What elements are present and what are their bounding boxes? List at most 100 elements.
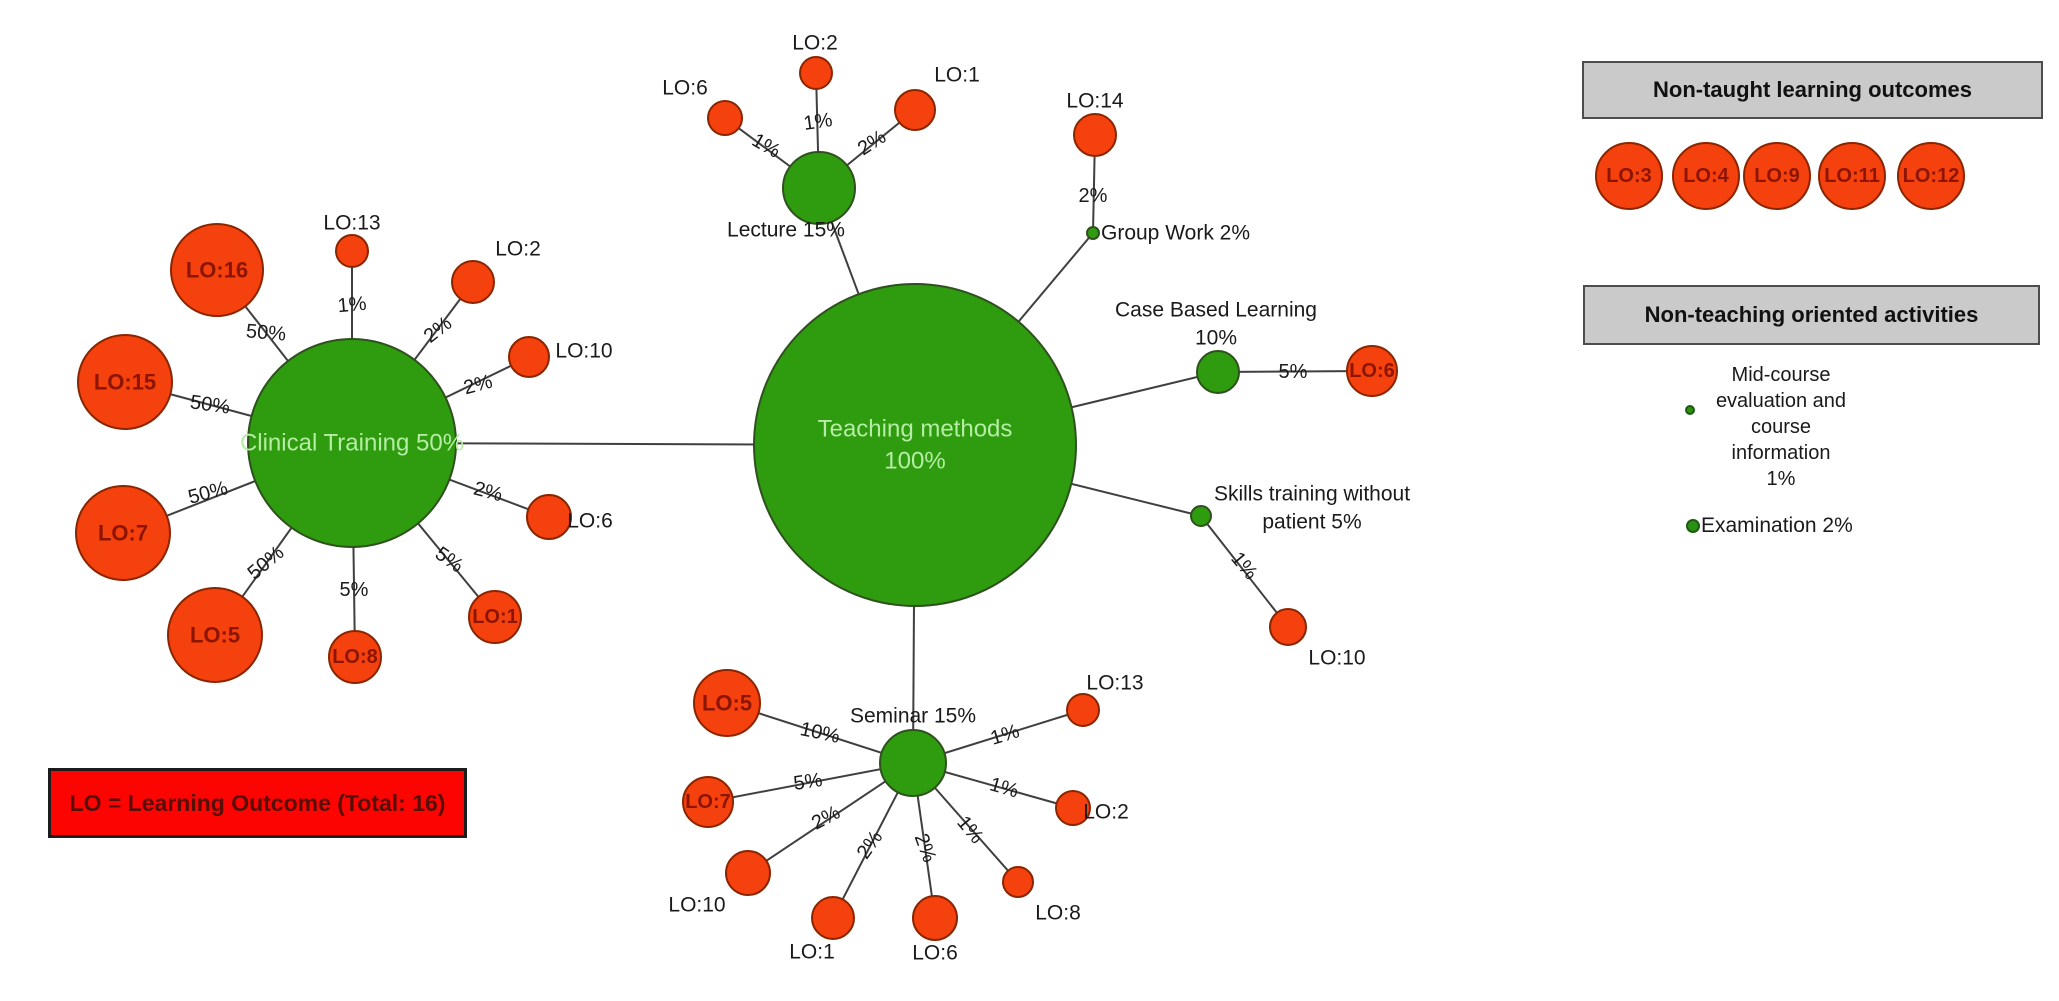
outcome-node-seminar-lo8 [1002, 866, 1034, 898]
outcome-label-lecture-lo6: LO:6 [662, 77, 708, 100]
method-label-group_work: Group Work 2% [1101, 222, 1250, 245]
outcome-label-seminar-lo1: LO:1 [789, 941, 835, 964]
outcome-node-clinical-lo7 [75, 485, 171, 581]
outcome-node-seminar-lo10 [725, 850, 771, 896]
edge-pct-label-clinical-lo8: 5% [340, 579, 369, 601]
non-taught-outcome-lo4: LO:4 [1672, 142, 1740, 210]
outcome-node-seminar-lo5 [693, 669, 761, 737]
outcome-label-seminar-lo7: LO:7 [685, 791, 731, 813]
midcourse-node-dot [1685, 405, 1695, 415]
outcome-label-clinical-lo15: LO:15 [94, 370, 156, 395]
non-taught-outcome-lo12: LO:12 [1897, 142, 1965, 210]
legend-box: LO = Learning Outcome (Total: 16) [48, 768, 467, 838]
outcome-node-case_based-lo6 [1346, 345, 1398, 397]
outcome-node-clinical-lo10 [508, 336, 550, 378]
outcome-label-seminar-lo5: LO:5 [702, 691, 752, 716]
outcome-node-seminar-lo2 [1055, 790, 1091, 826]
outcome-node-clinical-lo13 [335, 234, 369, 268]
outcome-node-seminar-lo6 [912, 895, 958, 941]
method-label-teaching-1: 100% [884, 448, 945, 475]
outcome-label-clinical-lo6: LO:6 [567, 510, 613, 533]
outcome-label-seminar-lo13: LO:13 [1086, 672, 1143, 695]
method-node-teaching [753, 283, 1077, 607]
edge-pct-label-group_work-lo14: 2% [1079, 185, 1108, 207]
non-taught-outcome-lo3: LO:3 [1595, 142, 1663, 210]
midcourse-line-3: course information [1731, 416, 1831, 464]
edge-pct-label-seminar-lo13: 1% [988, 720, 1022, 750]
non-teaching-header-label: Non-teaching oriented activities [1644, 302, 1979, 327]
lo9-label: LO:9 [1754, 164, 1800, 187]
method-label-skills-0: Skills training without [1214, 483, 1410, 506]
midcourse-line-2: evaluation and [1715, 390, 1847, 412]
outcome-label-seminar-lo8: LO:8 [1035, 902, 1081, 925]
outcome-label-skills-lo10: LO:10 [1308, 647, 1365, 670]
method-label-lecture-0: Lecture 15% [727, 219, 845, 242]
edge-pct-label-seminar-lo5: 10% [798, 718, 842, 748]
method-node-seminar [879, 729, 947, 797]
examination-node-dot [1686, 519, 1700, 533]
outcome-label-clinical-lo7: LO:7 [98, 521, 148, 546]
edge-pct-label-clinical-lo1: 5% [431, 543, 467, 578]
outcome-label-clinical-lo13: LO:13 [323, 212, 380, 235]
method-label-seminar-0: Seminar 15% [850, 705, 976, 728]
outcome-label-case_based-lo6: LO:6 [1349, 360, 1395, 382]
outcome-label-clinical-lo10: LO:10 [555, 340, 612, 363]
outcome-label-seminar-lo2: LO:2 [1083, 801, 1129, 824]
edge-pct-label-clinical-lo7: 50% [186, 477, 231, 509]
edge-pct-label-seminar-lo2: 1% [987, 773, 1021, 802]
outcome-node-seminar-lo7 [682, 776, 734, 828]
method-label-clinical-0: Clinical Training 50% [240, 430, 464, 457]
method-label-teaching-0: Teaching methods [818, 416, 1013, 443]
outcome-node-lecture-lo1 [894, 89, 936, 131]
outcome-node-clinical-lo2 [451, 260, 495, 304]
method-node-clinical [247, 338, 457, 548]
midcourse-line-1: Mid-course [1731, 364, 1831, 386]
outcome-node-skills-lo10 [1269, 608, 1307, 646]
outcome-label-lecture-lo1: LO:1 [934, 64, 980, 87]
method-label-case_based-1: 10% [1195, 327, 1237, 350]
method-node-lecture [782, 151, 856, 225]
edge-pct-label-case_based-lo6: 5% [1279, 361, 1308, 383]
outcome-node-lecture-lo2 [799, 56, 833, 90]
outcome-label-clinical-lo2: LO:2 [495, 238, 541, 261]
edge-pct-label-skills-lo10: 1% [1226, 548, 1262, 584]
edge-pct-label-clinical-lo2: 2% [420, 312, 456, 347]
midcourse-label: Mid-course evaluation and course informa… [1701, 362, 1861, 492]
method-label-case_based-0: Case Based Learning [1115, 299, 1317, 322]
method-node-case_based [1196, 350, 1240, 394]
outcome-node-group_work-lo14 [1073, 113, 1117, 157]
examination-label: Examination 2% [1701, 514, 1853, 537]
method-node-skills [1190, 505, 1212, 527]
non-teaching-header: Non-teaching oriented activities [1583, 285, 2040, 345]
edge-seminar-lo7 [707, 762, 914, 803]
edge-pct-label-seminar-lo1: 2% [853, 827, 888, 863]
lo3-label: LO:3 [1606, 164, 1652, 187]
edge-pct-label-seminar-lo6: 2% [910, 831, 941, 866]
edge-pct-label-clinical-lo10: 2% [461, 371, 495, 400]
outcome-label-clinical-lo8: LO:8 [332, 646, 378, 668]
method-label-skills-1: patient 5% [1262, 511, 1361, 534]
non-taught-header-label: Non-taught learning outcomes [1653, 77, 1972, 102]
outcome-node-seminar-lo1 [811, 896, 855, 940]
outcome-node-clinical-lo5 [167, 587, 263, 683]
outcome-label-clinical-lo5: LO:5 [190, 623, 240, 648]
edge-pct-label-clinical-lo16: 50% [245, 320, 287, 345]
legend-label: LO = Learning Outcome (Total: 16) [69, 789, 446, 816]
edge-pct-label-clinical-lo6: 2% [471, 478, 505, 507]
outcome-node-clinical-lo6 [526, 494, 572, 540]
outcome-label-lecture-lo2: LO:2 [792, 32, 838, 55]
outcome-label-group_work-lo14: LO:14 [1066, 90, 1124, 113]
edge-pct-label-lecture-lo2: 1% [802, 109, 834, 135]
method-node-group_work [1086, 226, 1100, 240]
edge-pct-label-clinical-lo13: 1% [337, 293, 368, 317]
outcome-label-seminar-lo6: LO:6 [912, 942, 958, 965]
outcome-node-seminar-lo13 [1066, 693, 1100, 727]
edge-skills-lo10 [1200, 515, 1289, 628]
lo11-label: LO:11 [1824, 164, 1880, 187]
outcome-label-clinical-lo16: LO:16 [186, 258, 248, 283]
outcome-node-clinical-lo16 [170, 223, 264, 317]
outcome-label-clinical-lo1: LO:1 [472, 606, 518, 628]
edge-pct-label-clinical-lo5: 50% [244, 542, 289, 585]
